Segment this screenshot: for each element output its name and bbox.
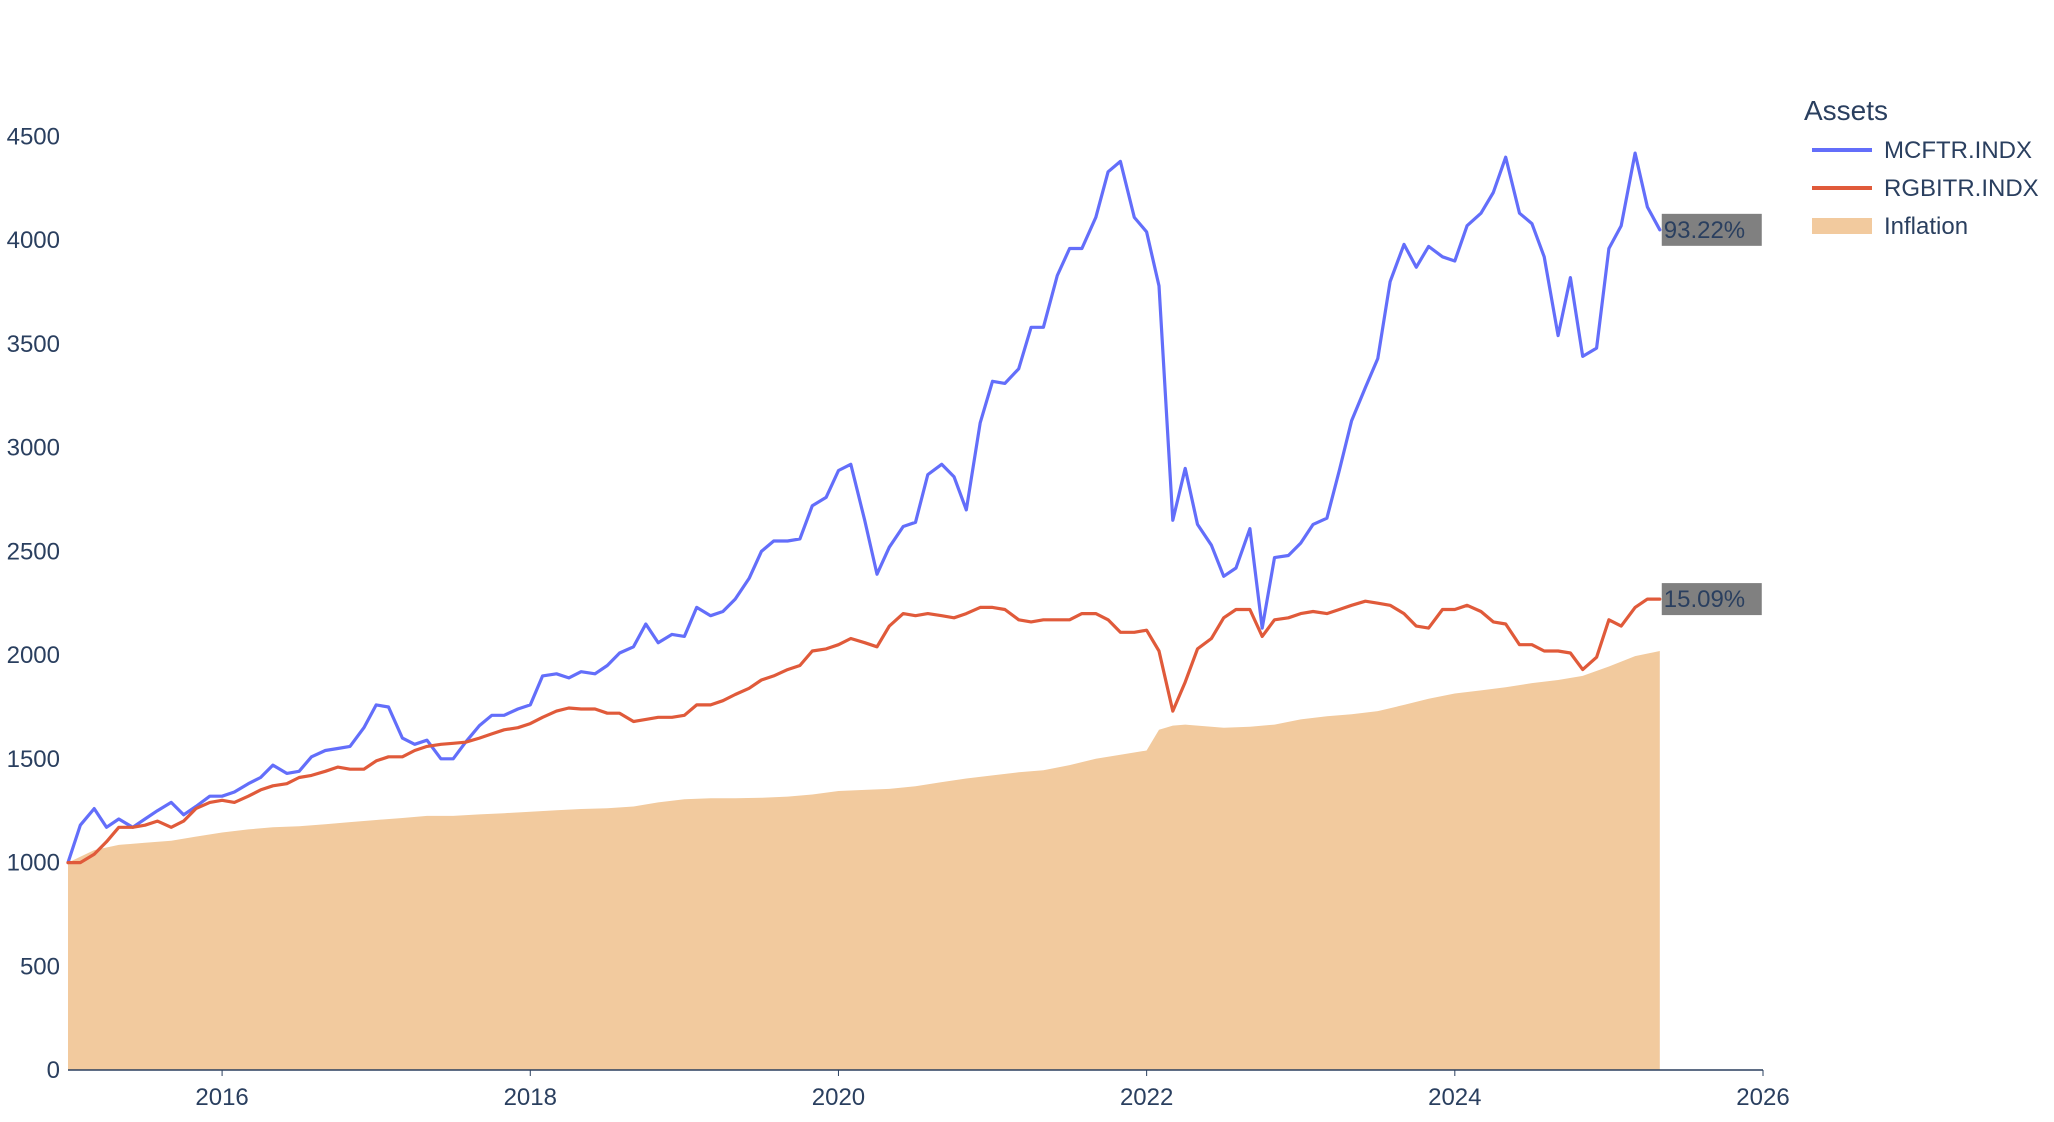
legend[interactable]: Assets MCFTR.INDX RGBITR.INDX Inflation bbox=[1804, 95, 2039, 240]
series-line-mcftr-indx bbox=[66, 151, 1662, 865]
x-tick-label: 2020 bbox=[812, 1084, 865, 1111]
y-tick-label: 2000 bbox=[7, 642, 60, 669]
legend-swatch bbox=[1812, 218, 1872, 234]
x-tick-label: 2024 bbox=[1428, 1084, 1481, 1111]
y-tick-label: 4500 bbox=[7, 123, 60, 150]
y-tick-label: 3500 bbox=[7, 331, 60, 358]
end-label-box bbox=[1661, 213, 1762, 246]
x-tick-label: 2018 bbox=[504, 1084, 557, 1111]
plot-area bbox=[66, 151, 1662, 1070]
y-tick-label: 3000 bbox=[7, 435, 60, 462]
y-tick-label: 2500 bbox=[7, 538, 60, 565]
end-label-text: 93.22% bbox=[1664, 217, 1745, 244]
axes: 2016 2018 2020 2022 2024 2026 0 500 1000 1500 2000… bbox=[7, 123, 1790, 1111]
legend-label: RGBITR.INDX bbox=[1884, 175, 2039, 202]
end-labels: 93.22% 15.09% bbox=[1661, 213, 1762, 616]
legend-label: MCFTR.INDX bbox=[1884, 137, 2032, 164]
y-tick-label: 500 bbox=[20, 953, 60, 980]
x-tick-label: 2016 bbox=[195, 1084, 248, 1111]
legend-item[interactable]: MCFTR.INDX bbox=[1812, 137, 2032, 164]
legend-title: Assets bbox=[1804, 95, 1888, 126]
y-tick-label: 1500 bbox=[7, 746, 60, 773]
y-tick-label: 1000 bbox=[7, 850, 60, 877]
end-label-text: 15.09% bbox=[1664, 586, 1745, 613]
x-tick-label: 2026 bbox=[1736, 1084, 1789, 1111]
y-tick-label: 4000 bbox=[7, 227, 60, 254]
legend-item[interactable]: Inflation bbox=[1812, 213, 1968, 240]
x-tick-label: 2022 bbox=[1120, 1084, 1173, 1111]
series-area-inflation bbox=[68, 651, 1660, 1070]
series-line-rgbitr-indx bbox=[66, 597, 1662, 865]
legend-label: Inflation bbox=[1884, 213, 1968, 240]
end-label-rgbitr-indx: 15.09% bbox=[1661, 583, 1762, 616]
legend-item[interactable]: RGBITR.INDX bbox=[1812, 175, 2039, 202]
end-label-box bbox=[1661, 583, 1762, 616]
end-label-mcftr-indx: 93.22% bbox=[1661, 213, 1762, 246]
y-tick-label: 0 bbox=[47, 1057, 60, 1084]
